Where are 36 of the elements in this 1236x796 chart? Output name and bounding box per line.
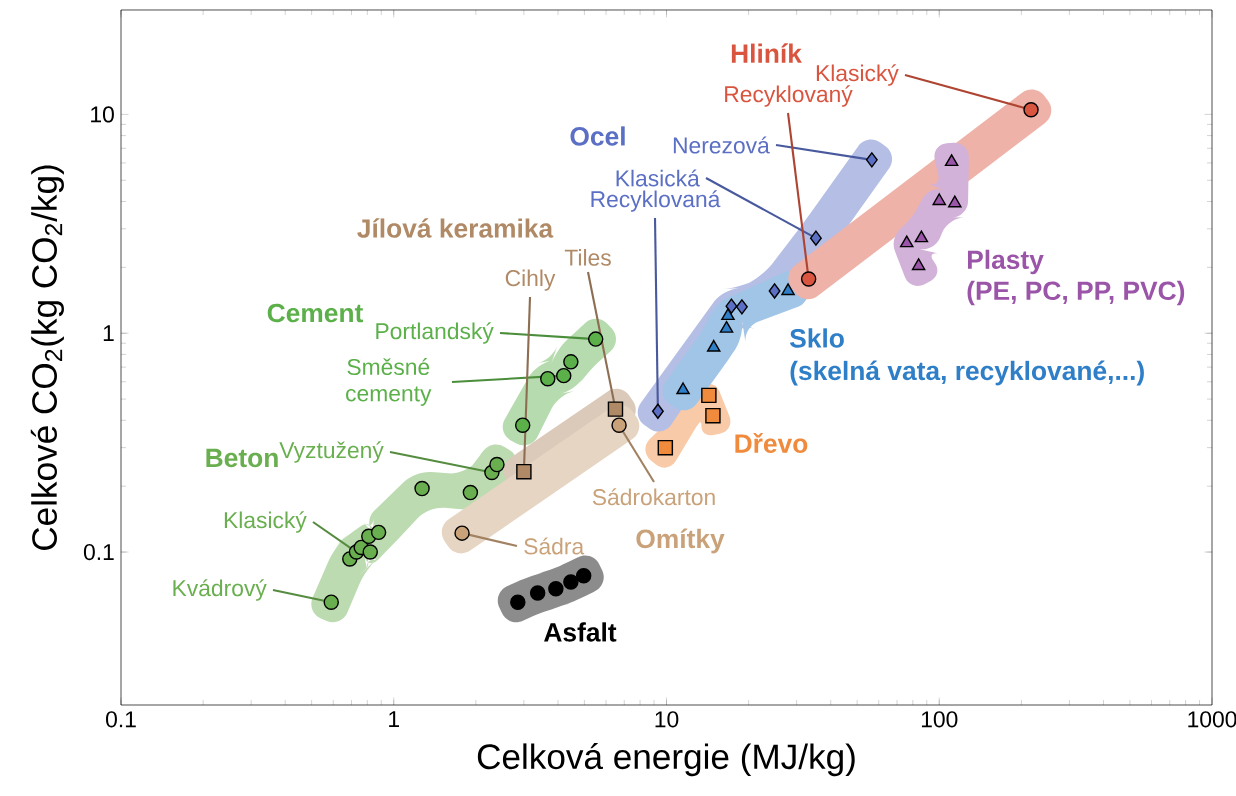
x-tick-label: 0.1 <box>106 711 136 728</box>
x-tick-label: 10 <box>655 711 679 728</box>
annotation: Klasický <box>224 511 307 533</box>
annotation: Nerezová <box>673 136 770 154</box>
annotation: Recyklovaný <box>725 85 853 107</box>
text: Hliník <box>731 43 802 63</box>
annotation: Kvádrový <box>173 579 267 601</box>
y-tick-label: 10 <box>91 106 114 123</box>
text: Ocel <box>570 126 625 146</box>
series-label: Asfalt <box>544 622 617 642</box>
annotation: Vyztužený <box>279 441 384 463</box>
text: Beton <box>206 448 278 468</box>
text: Omítky <box>636 528 725 554</box>
annotation: Portlandský <box>376 322 494 344</box>
annotation: Směsné cementy <box>346 358 432 406</box>
annotation: Tiles <box>564 249 611 266</box>
text: Cement <box>267 303 364 323</box>
annotation: Recyklovaná <box>591 190 721 212</box>
y-tick-label: 1 <box>103 325 114 342</box>
annotation: Klasická <box>616 169 700 187</box>
series-label: Plasty <box>967 249 1044 275</box>
annotation: Klasický <box>816 64 899 86</box>
text: Jílová keramika <box>357 218 554 238</box>
series-label: Dřevo <box>735 433 808 453</box>
y-tick-label: 0.1 <box>83 543 114 561</box>
x-tick-label: 1 <box>389 711 400 727</box>
series-label: Sklo <box>789 328 844 348</box>
x-tick-label: 100 <box>921 711 958 728</box>
x-tick-label: 1000 <box>1188 711 1236 728</box>
annotation: (skelná vata, recyklované,...) <box>790 360 1144 386</box>
annotation: Cihly <box>505 269 556 291</box>
x-axis-title: Celková energie (MJ/kg) <box>477 742 855 777</box>
annotation: Sádrokarton <box>592 488 715 506</box>
annotation: (PE, PC, PP, PVC) <box>967 280 1185 306</box>
y-axis-title: Celkové CO$_{2}$(kg CO$_{2}$/kg) <box>30 165 64 550</box>
annotation: Sádra <box>524 537 585 555</box>
